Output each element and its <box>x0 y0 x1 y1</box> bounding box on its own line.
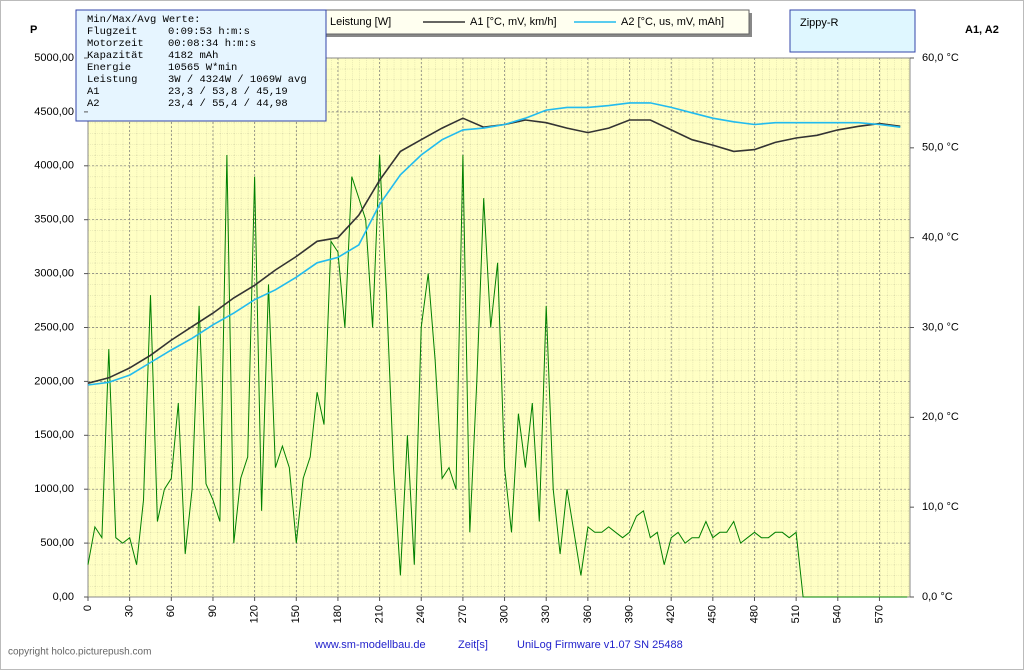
x-tick-label: 120 <box>249 605 261 623</box>
info-key: Leistung <box>87 74 137 86</box>
footer-left: www.sm-modellbau.de <box>314 639 426 651</box>
y-tick-label: 500,00 <box>40 537 74 549</box>
x-tick-label: 420 <box>665 605 677 623</box>
info-key: A2 <box>87 98 100 110</box>
info-value: 10565 W*min <box>168 62 237 74</box>
y-axis-title: P <box>30 24 37 36</box>
minor-grid <box>88 58 910 597</box>
copyright: copyright holco.picturepush.com <box>8 647 151 658</box>
x-tick-label: 90 <box>207 605 219 617</box>
x-tick-label: 30 <box>124 605 136 617</box>
info-value: 23,3 / 53,8 / 45,19 <box>168 86 288 98</box>
y-tick-label: 5000,00 <box>34 52 74 64</box>
chart-title: Zippy-R <box>800 17 839 29</box>
x-tick-label: 450 <box>707 605 719 623</box>
x-tick-label: 510 <box>790 605 802 623</box>
info-value: 23,4 / 55,4 / 44,98 <box>168 98 288 110</box>
info-key: Energie <box>87 62 131 74</box>
x-tick-label: 360 <box>582 605 594 623</box>
info-key: Kapazität <box>87 50 144 62</box>
info-key: Flugzeit <box>87 26 137 38</box>
info-value: 00:08:34 h:m:s <box>168 38 256 50</box>
x-tick-label: 570 <box>873 605 885 623</box>
legend-label: A2 [°C, us, mV, mAh] <box>621 16 724 28</box>
x-tick-label: 180 <box>332 605 344 623</box>
x-tick-label: 540 <box>832 605 844 623</box>
y2-tick-label: 60,0 °C <box>922 52 959 64</box>
y-tick-label: 1500,00 <box>34 429 74 441</box>
y-tick-label: 1000,00 <box>34 483 74 495</box>
y2-tick-label: 40,0 °C <box>922 232 959 244</box>
title-box <box>789 9 916 53</box>
x-tick-label: 390 <box>623 605 635 623</box>
x-tick-label: 150 <box>290 605 302 623</box>
y-tick-label: 3000,00 <box>34 268 74 280</box>
legend-label: A1 [°C, mV, km/h] <box>470 16 557 28</box>
x-tick-label: 60 <box>165 605 177 617</box>
series-line <box>87 102 901 386</box>
info-key: A1 <box>87 86 100 98</box>
y2-tick-label: 20,0 °C <box>922 411 959 423</box>
info-value: 4182 mAh <box>168 50 218 62</box>
legend-label: Leistung [W] <box>330 16 391 28</box>
info-value: 0:09:53 h:m:s <box>168 26 250 38</box>
y-tick-label: 2000,00 <box>34 375 74 387</box>
y2-axis-title: A1, A2 <box>965 24 999 36</box>
x-tick-label: 330 <box>540 605 552 623</box>
y-tick-label: 4500,00 <box>34 106 74 118</box>
x-tick-label: 210 <box>373 605 385 623</box>
x-axis-title: Zeit[s] <box>458 639 488 651</box>
y-tick-label: 4000,00 <box>34 160 74 172</box>
x-tick-label: 270 <box>457 605 469 623</box>
y-tick-label: 3500,00 <box>34 214 74 226</box>
y2-tick-label: 50,0 °C <box>922 142 959 154</box>
x-tick-label: 0 <box>82 605 94 611</box>
y2-tick-label: 30,0 °C <box>922 321 959 333</box>
y2-tick-label: 10,0 °C <box>922 501 959 513</box>
series-line <box>87 154 908 598</box>
footer-right: UniLog Firmware v1.07 SN 25488 <box>517 639 683 651</box>
y-tick-label: 0,00 <box>53 591 74 603</box>
info-title: Min/Max/Avg Werte: <box>87 14 200 26</box>
x-tick-label: 300 <box>498 605 510 623</box>
x-tick-label: 480 <box>748 605 760 623</box>
x-tick-label: 240 <box>415 605 427 623</box>
info-box <box>75 9 327 122</box>
y-tick-label: 2500,00 <box>34 321 74 333</box>
info-value: 3W / 4324W / 1069W avg <box>168 74 307 86</box>
y2-tick-label: 0,0 °C <box>922 591 953 603</box>
info-key: Motorzeit <box>87 38 144 50</box>
